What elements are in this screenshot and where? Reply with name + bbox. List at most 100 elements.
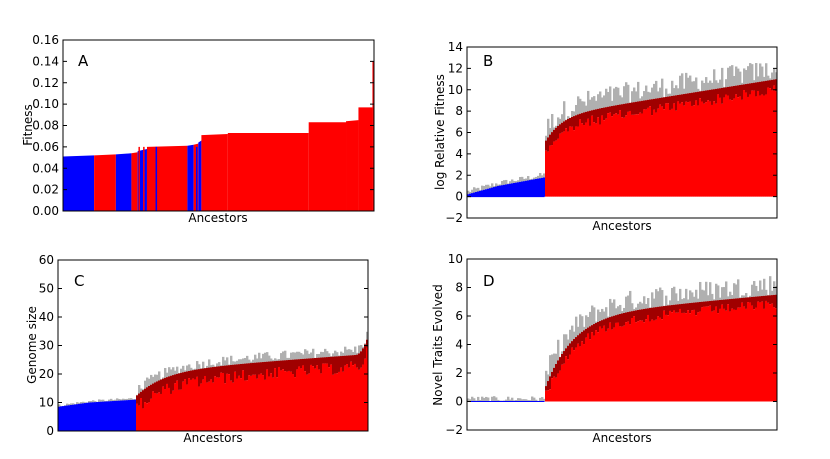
noise-band (248, 359, 251, 364)
bar-blue (531, 179, 534, 197)
noise-band (597, 309, 600, 322)
bar-dark (334, 356, 337, 374)
noise-band (533, 397, 536, 402)
noise-band (689, 75, 692, 94)
bar-dark (775, 79, 778, 92)
bar-red (731, 100, 734, 197)
noise-band (130, 398, 133, 400)
bar-dark (218, 366, 221, 378)
noise-band (250, 361, 253, 364)
bar-red (599, 326, 602, 402)
bar-red (637, 114, 640, 197)
noise-band (551, 114, 554, 133)
bar-red (326, 363, 329, 431)
bar-red (769, 304, 772, 402)
bar-red (551, 378, 554, 402)
bar-red (673, 103, 676, 197)
panel-a-ylabel: Fitness (21, 104, 35, 146)
noise-band (192, 369, 195, 371)
noise-band (296, 351, 299, 360)
noise-band (525, 178, 528, 181)
bar-red (667, 103, 670, 197)
bar-blue (467, 194, 470, 197)
bar-blue (92, 402, 95, 431)
bar-red (170, 393, 173, 431)
bar-red (643, 322, 646, 402)
bar-red (338, 371, 341, 431)
noise-band (755, 63, 758, 83)
noise-band (627, 295, 630, 313)
bar-dark (681, 94, 684, 103)
bar-red (621, 326, 624, 402)
bar-dark (665, 305, 668, 315)
noise-band (487, 397, 490, 402)
bar-red (342, 371, 345, 431)
bar-dark (559, 357, 562, 371)
bar-dark (745, 297, 748, 309)
noise-band (623, 86, 626, 104)
noise-band (90, 401, 93, 403)
bar-blue (527, 180, 530, 197)
bar-red (709, 305, 712, 402)
noise-band (759, 280, 762, 297)
bar-dark (156, 381, 159, 394)
bar-dark (633, 102, 636, 115)
noise-band (477, 396, 480, 402)
bar-red (619, 110, 622, 197)
bar-dark (236, 364, 239, 379)
noise-band (659, 287, 662, 307)
bar-blue (76, 404, 79, 431)
y-tick-label: 0.02 (32, 183, 59, 197)
bar-dark (150, 384, 153, 399)
bar-dark (627, 312, 630, 322)
bar-segment-red (94, 154, 116, 211)
bar-dark (719, 88, 722, 98)
bar-dark (174, 374, 177, 384)
bar-red (256, 378, 259, 431)
noise-band (172, 367, 175, 376)
noise-band (280, 353, 283, 361)
bar-red (322, 363, 325, 431)
bar-red (278, 366, 281, 431)
noise-band (761, 289, 764, 297)
bar-red (298, 366, 301, 431)
noise-band (591, 97, 594, 111)
bar-dark (753, 82, 756, 91)
noise-band (717, 285, 720, 301)
noise-band (681, 73, 684, 95)
bar-red (226, 373, 229, 431)
bar-dark (188, 370, 191, 379)
noise-band (585, 105, 588, 112)
bar-dark (268, 361, 271, 377)
bar-blue (517, 182, 520, 197)
bar-red (208, 381, 211, 431)
bar-dark (743, 297, 746, 307)
bar-red (645, 319, 648, 402)
bar-red (605, 331, 608, 402)
bar-red (366, 347, 369, 431)
noise-band (505, 179, 508, 185)
noise-band (637, 81, 640, 102)
bar-dark (256, 362, 259, 379)
bar-red (234, 371, 237, 431)
bar-blue (475, 192, 478, 197)
bar-red (721, 304, 724, 402)
noise-band (769, 78, 772, 81)
bar-red (655, 319, 658, 402)
bar-red (162, 386, 165, 431)
panel-b: −2 0 2 4 6 8 10 12 14 B Ancestors log Relative F… (433, 40, 778, 233)
noise-band (685, 288, 688, 304)
bar-red (569, 354, 572, 402)
bar-red (591, 115, 594, 197)
bar-dark (587, 327, 590, 334)
noise-band (751, 284, 754, 297)
noise-band (589, 311, 592, 327)
bar-red (220, 372, 223, 431)
bar-red (296, 369, 299, 431)
bar-red (254, 374, 257, 431)
noise-band (208, 359, 211, 368)
bar-dark (244, 363, 247, 381)
noise-band (310, 352, 313, 359)
noise-band (188, 364, 191, 371)
bar-dark (282, 360, 285, 370)
